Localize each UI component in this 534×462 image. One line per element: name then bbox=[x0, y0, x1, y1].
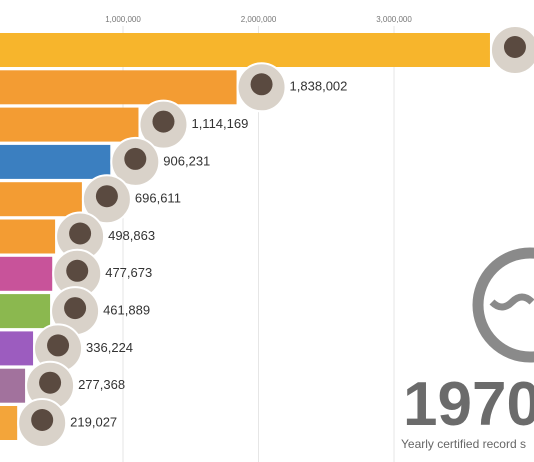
avatar-face bbox=[69, 222, 92, 245]
avatar-face bbox=[250, 73, 273, 96]
bar bbox=[0, 219, 56, 254]
caption: Yearly certified record s bbox=[401, 437, 526, 451]
avatar-face bbox=[152, 110, 175, 133]
bar bbox=[0, 33, 490, 67]
avatar-face bbox=[95, 185, 118, 208]
value-label: 461,889 bbox=[103, 303, 150, 318]
year-label: 1970 bbox=[403, 370, 534, 439]
clock-icon bbox=[472, 247, 534, 363]
value-label: 696,611 bbox=[135, 191, 181, 206]
avatar-face bbox=[31, 409, 54, 431]
value-label: 498,863 bbox=[108, 228, 155, 243]
value-label: 906,231 bbox=[163, 153, 210, 168]
bar bbox=[0, 70, 237, 105]
avatar-face bbox=[503, 36, 526, 58]
bar bbox=[0, 107, 139, 142]
bar bbox=[0, 182, 82, 217]
avatar-face bbox=[47, 334, 70, 357]
x-tick-label: 1,000,000 bbox=[105, 15, 141, 24]
value-label: 277,368 bbox=[78, 377, 125, 392]
x-tick-label: 2,000,000 bbox=[241, 15, 277, 24]
x-tick-label: 3,000,000 bbox=[376, 15, 412, 24]
avatar-face bbox=[39, 371, 62, 394]
bar bbox=[0, 144, 111, 179]
value-label: 1,114,169 bbox=[191, 116, 248, 131]
value-label: 1,838,002 bbox=[290, 79, 348, 94]
value-label: 219,027 bbox=[70, 414, 117, 429]
clock-hand bbox=[489, 293, 534, 311]
bar bbox=[0, 406, 18, 440]
bar bbox=[0, 294, 51, 329]
bar bbox=[0, 256, 53, 291]
avatar-face bbox=[64, 297, 87, 320]
bar bbox=[0, 368, 26, 403]
value-label: 336,224 bbox=[86, 340, 133, 355]
value-label: 477,673 bbox=[105, 265, 152, 280]
avatar-face bbox=[124, 147, 147, 170]
bar bbox=[0, 331, 34, 366]
avatar-face bbox=[66, 259, 89, 282]
